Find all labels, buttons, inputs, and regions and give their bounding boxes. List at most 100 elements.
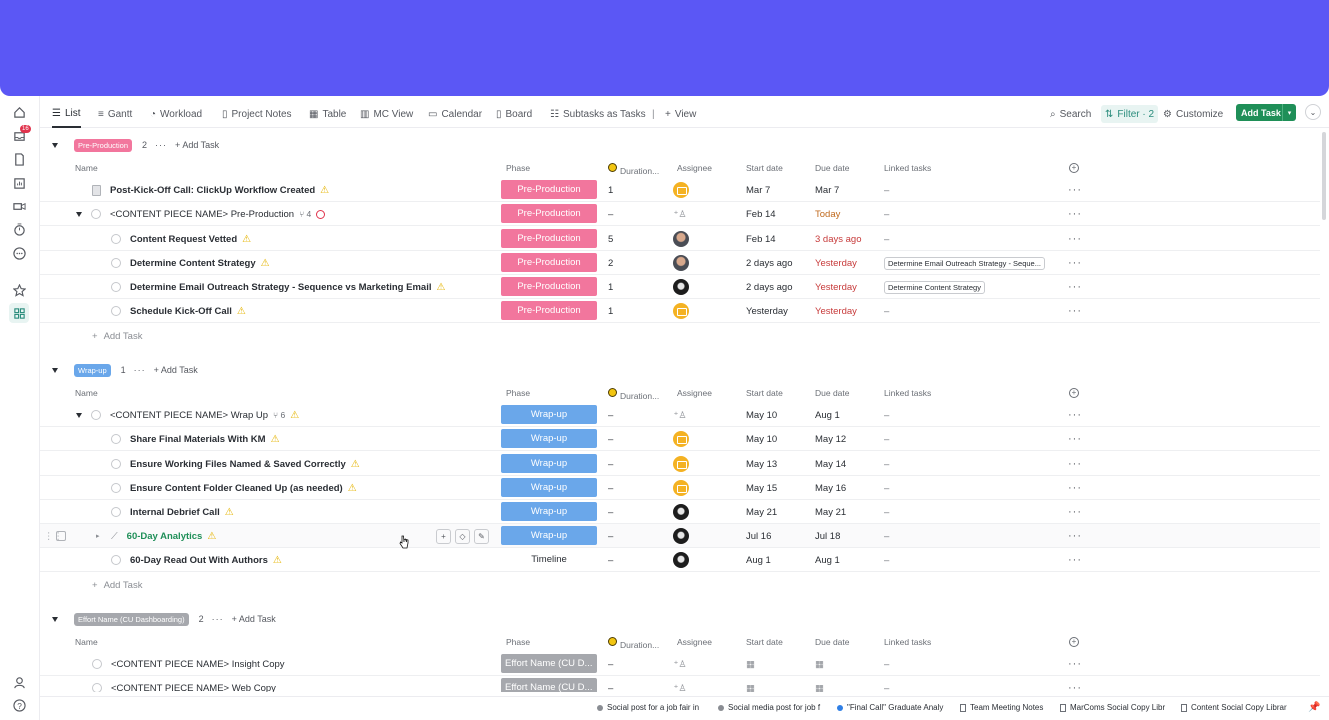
task-name[interactable]: Content Request Vetted ⚠ xyxy=(111,227,251,251)
duration-value[interactable]: – xyxy=(608,458,614,470)
status-circle-icon[interactable] xyxy=(111,282,121,292)
add-view-button[interactable]: + View xyxy=(665,100,696,128)
assignee[interactable] xyxy=(673,178,689,202)
start-date[interactable]: Aug 1 xyxy=(746,554,771,566)
edit-pencil-icon[interactable]: ✎ xyxy=(474,528,489,544)
phase-badge[interactable]: Wrap-up xyxy=(501,405,597,424)
phase-badge[interactable]: Effort Name (CU D... xyxy=(501,678,597,692)
invite-user-icon[interactable] xyxy=(12,675,26,689)
task-name[interactable]: Determine Email Outreach Strategy - Sequ… xyxy=(111,275,445,299)
status-circle-icon[interactable] xyxy=(92,683,102,692)
assignee[interactable] xyxy=(673,524,689,548)
row-menu-icon[interactable]: ··· xyxy=(1068,184,1082,196)
task-name[interactable]: Determine Content Strategy ⚠ xyxy=(111,251,270,275)
phase-badge[interactable]: Wrap-up xyxy=(501,502,597,521)
task-name[interactable]: Ensure Content Folder Cleaned Up (as nee… xyxy=(111,476,357,500)
phase-badge[interactable]: Effort Name (CU D... xyxy=(501,654,597,673)
linked-tasks[interactable]: – xyxy=(884,458,890,470)
favorites-star-icon[interactable] xyxy=(12,283,26,297)
task-name[interactable]: <CONTENT PIECE NAME> Insight Copy xyxy=(92,652,285,676)
table-row[interactable]: Determine Content Strategy ⚠ Pre-Producti… xyxy=(40,251,1320,275)
due-date[interactable]: Jul 18 xyxy=(815,530,841,542)
docs-icon[interactable] xyxy=(12,152,26,166)
row-menu-icon[interactable]: ··· xyxy=(1068,658,1082,670)
spaces-grid-icon[interactable] xyxy=(9,303,29,323)
row-menu-icon[interactable]: ··· xyxy=(1068,208,1082,220)
more-icon[interactable] xyxy=(12,246,26,260)
phase-badge[interactable]: Wrap-up xyxy=(501,454,597,473)
assignee[interactable]: ⁺♙ xyxy=(673,652,687,676)
table-row[interactable]: Determine Email Outreach Strategy - Sequ… xyxy=(40,275,1320,299)
duration-value[interactable]: – xyxy=(608,506,614,518)
duration-value[interactable]: – xyxy=(608,433,614,445)
row-menu-icon[interactable]: ··· xyxy=(1068,554,1082,566)
start-date[interactable]: Yesterday xyxy=(746,305,788,317)
table-row[interactable]: Ensure Content Folder Cleaned Up (as nee… xyxy=(40,476,1320,500)
duration-value[interactable]: 1 xyxy=(608,281,614,293)
group-add-task[interactable]: + Add Task xyxy=(231,614,276,624)
col-duration[interactable]: Duration... xyxy=(608,388,659,401)
status-circle-icon[interactable] xyxy=(91,410,101,420)
col-start[interactable]: Start date xyxy=(746,163,783,173)
due-date[interactable]: May 12 xyxy=(815,433,847,445)
linked-task-chip[interactable]: Determine Content Strategy xyxy=(884,280,985,294)
tab-board[interactable]: ▯ Board xyxy=(496,100,532,128)
status-circle-icon[interactable] xyxy=(111,234,121,244)
phase-badge[interactable]: Pre-Production xyxy=(501,301,597,320)
phase-badge[interactable]: Pre-Production xyxy=(501,204,597,223)
start-date[interactable]: May 13 xyxy=(746,458,778,470)
assignee[interactable] xyxy=(673,251,689,275)
linked-tasks[interactable]: – xyxy=(884,682,890,693)
tab-calendar[interactable]: ▭ Calendar xyxy=(428,100,482,128)
phase-badge[interactable]: Pre-Production xyxy=(501,229,597,248)
pin-icon[interactable]: 📌 xyxy=(1308,702,1321,713)
phase-badge[interactable]: Wrap-up xyxy=(501,429,597,448)
due-date[interactable]: May 14 xyxy=(815,458,847,470)
collapse-caret-icon[interactable] xyxy=(52,142,58,148)
table-row[interactable]: Share Final Materials With KM ⚠ Wrap-up –… xyxy=(40,427,1320,451)
phase-badge[interactable]: Pre-Production xyxy=(501,277,597,296)
add-column-icon[interactable]: + xyxy=(1069,637,1079,647)
duration-value[interactable]: – xyxy=(608,208,614,220)
task-name[interactable]: Schedule Kick-Off Call ⚠ xyxy=(111,299,246,323)
start-calendar-icon[interactable]: ▦ xyxy=(746,658,755,670)
tab-subtasks-as-tasks[interactable]: ☷ Subtasks as Tasks xyxy=(550,100,646,128)
table-row[interactable]: <CONTENT PIECE NAME> Wrap Up ⑂ 6 ⚠ Wrap-up… xyxy=(40,403,1320,427)
start-date[interactable]: 2 days ago xyxy=(746,281,793,293)
linked-tasks[interactable]: – xyxy=(884,506,890,518)
col-start[interactable]: Start date xyxy=(746,388,783,398)
start-date[interactable]: Feb 14 xyxy=(746,208,776,220)
col-name[interactable]: Name xyxy=(75,637,98,647)
duration-value[interactable]: – xyxy=(608,482,614,494)
tray-item[interactable]: Content Social Copy Librar xyxy=(1181,703,1287,712)
duration-value[interactable]: 1 xyxy=(608,305,614,317)
dashboards-icon[interactable] xyxy=(12,176,26,190)
task-name[interactable]: <CONTENT PIECE NAME> Wrap Up ⑂ 6 ⚠ xyxy=(76,403,299,427)
assignee[interactable]: ⁺♙ xyxy=(673,676,687,693)
table-row[interactable]: <CONTENT PIECE NAME> Web Copy Effort Nam… xyxy=(40,676,1320,692)
task-name[interactable]: Internal Debrief Call ⚠ xyxy=(111,500,234,524)
linked-tasks[interactable]: – xyxy=(884,305,890,317)
assignee[interactable] xyxy=(673,227,689,251)
start-date[interactable]: May 15 xyxy=(746,482,778,494)
due-date[interactable]: Yesterday xyxy=(815,257,857,269)
task-name[interactable]: Share Final Materials With KM ⚠ xyxy=(111,427,280,451)
group-add-task[interactable]: + Add Task xyxy=(175,140,220,150)
col-duration[interactable]: Duration... xyxy=(608,163,659,176)
drag-handle-icon[interactable]: ⋮⋮ xyxy=(44,530,63,542)
tray-item[interactable]: Team Meeting Notes xyxy=(960,703,1043,712)
duration-value[interactable]: 2 xyxy=(608,257,614,269)
group-pill[interactable]: Wrap-up xyxy=(74,363,111,377)
tab-list[interactable]: ☰ List xyxy=(52,100,81,128)
table-row[interactable]: 60-Day Read Out With Authors ⚠ Timeline –… xyxy=(40,548,1320,572)
table-row[interactable]: Ensure Working Files Named & Saved Corre… xyxy=(40,452,1320,476)
col-duration[interactable]: Duration... xyxy=(608,637,659,650)
col-linked[interactable]: Linked tasks xyxy=(884,637,932,647)
row-menu-icon[interactable]: ··· xyxy=(1068,506,1082,518)
row-checkbox[interactable] xyxy=(56,524,66,548)
table-row[interactable]: Internal Debrief Call ⚠ Wrap-up – May 21 … xyxy=(40,500,1320,524)
assignee[interactable] xyxy=(673,452,689,476)
group-pill[interactable]: Pre-Production xyxy=(74,138,133,152)
due-calendar-icon[interactable]: ▦ xyxy=(815,658,824,670)
home-icon[interactable] xyxy=(12,105,26,119)
